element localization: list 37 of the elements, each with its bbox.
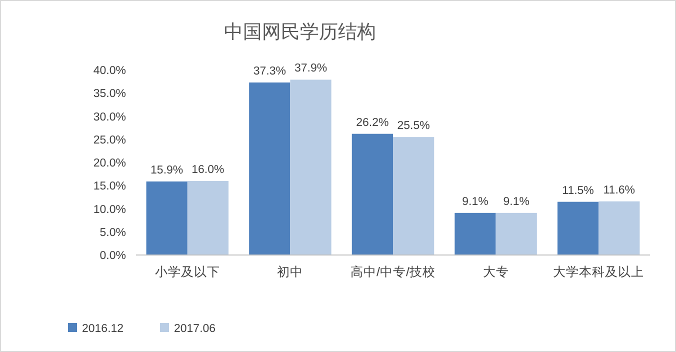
x-tick-label: 大学本科及以上 [553, 265, 644, 279]
data-label: 15.9% [150, 164, 184, 176]
data-label: 25.5% [397, 120, 430, 132]
data-label: 9.1% [462, 196, 488, 208]
bar [454, 212, 496, 255]
data-label: 9.1% [503, 196, 530, 208]
y-tick-label: 5.0% [100, 226, 126, 239]
bar [598, 201, 640, 255]
data-label: 11.5% [562, 184, 594, 197]
chart-title: 中国网民学历结构 [224, 21, 376, 43]
legend-label: 2017.06 [174, 323, 216, 335]
bar [352, 134, 393, 255]
x-tick-label: 大专 [482, 265, 509, 279]
y-tick-label: 30.0% [93, 111, 126, 124]
bar [249, 82, 290, 255]
bar [557, 202, 599, 255]
data-label: 37.9% [294, 62, 328, 75]
data-label: 16.0% [192, 164, 224, 176]
y-tick-label: 35.0% [93, 88, 126, 100]
y-tick-label: 40.0% [93, 65, 126, 77]
y-tick-label: 20.0% [93, 158, 126, 170]
bar [393, 137, 434, 255]
data-label: 26.2% [356, 116, 389, 129]
bar [146, 181, 188, 255]
x-tick-label: 初中 [277, 265, 304, 279]
y-tick-label: 25.0% [93, 134, 126, 146]
y-tick-label: 15.0% [93, 180, 126, 193]
x-tick-label: 小学及以下 [154, 265, 220, 279]
bar [187, 181, 229, 255]
bar [290, 80, 332, 255]
bar [496, 212, 537, 255]
y-tick-label: 10.0% [93, 204, 126, 216]
data-label: 37.3% [253, 65, 286, 78]
y-tick-label: 0.0% [100, 250, 126, 262]
legend-label: 2016.12 [82, 323, 124, 335]
x-tick-label: 高中/中专/技校 [350, 264, 436, 279]
data-label: 11.6% [603, 184, 636, 196]
